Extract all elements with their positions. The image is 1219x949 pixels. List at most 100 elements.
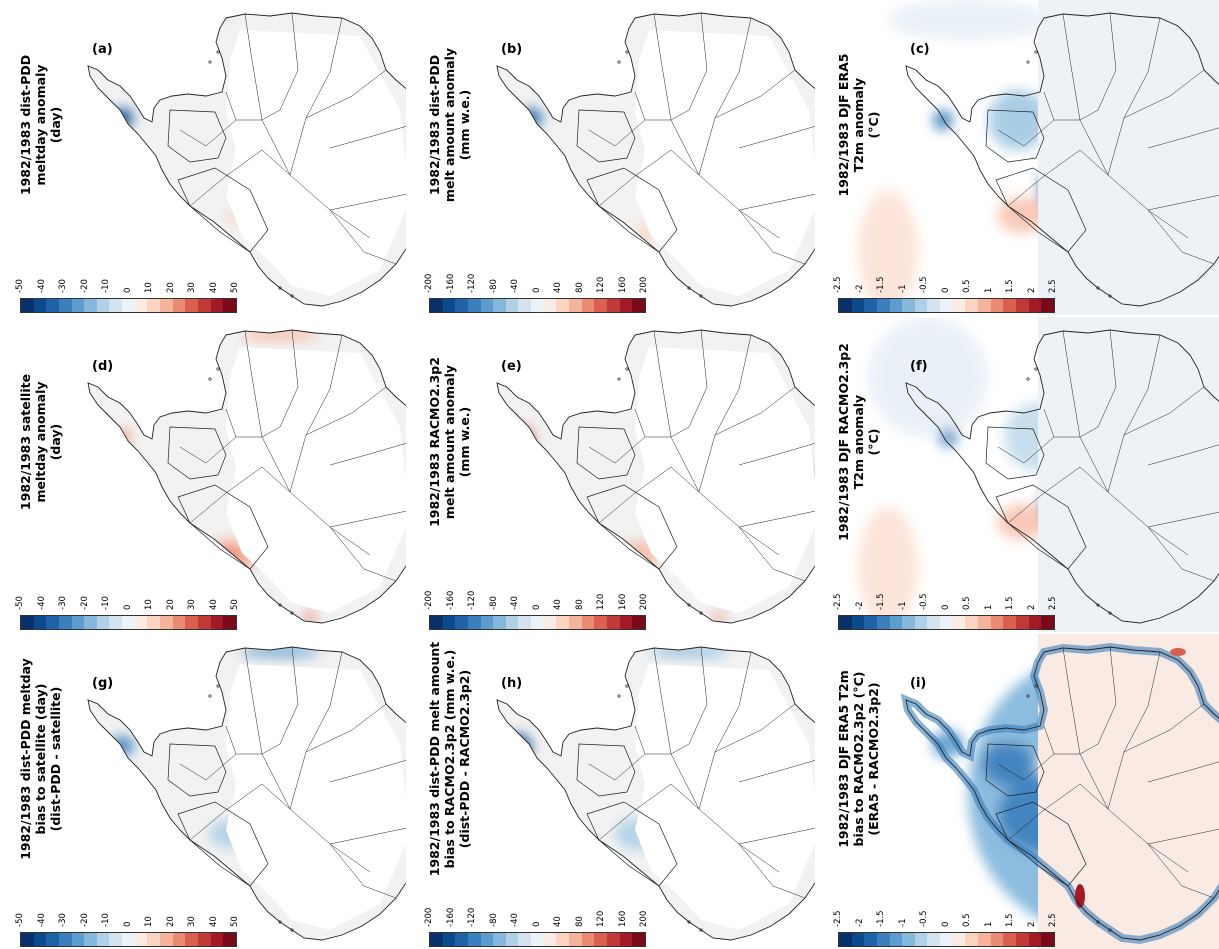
panel-ylabel: 1982/1983 dist-PDD meltday bias to satell… [10, 614, 70, 904]
colorbar-tick-label: 30 [187, 282, 197, 293]
colorbar-tick-label: -80 [488, 279, 499, 293]
map-panel-a: 1982/1983 dist-PDD meltday anomaly (day) (a… [0, 0, 406, 315]
ylabel-line: T2m anomaly [850, 77, 866, 173]
colorbar-tick-label: 30 [187, 916, 197, 927]
ylabel-line: (°C) [865, 428, 881, 456]
colorbar-tick-label: -1.5 [876, 593, 886, 610]
colorbar-tick-label: -40 [36, 913, 47, 927]
ylabel-line: 1982/1983 DJF ERA5 T2m [835, 670, 851, 848]
ylabel-line: (mm w.e.) [456, 89, 472, 161]
colorbar-tick-label: 2.5 [1048, 596, 1058, 610]
colorbar-tick-label: -80 [488, 596, 499, 610]
colorbar-tick-label: -200 [424, 907, 434, 927]
colorbar-tick-label: 0.5 [962, 279, 972, 293]
ylabel-line: 1982/1983 dist-PDD melt amount [426, 641, 442, 877]
colorbar-tick-label: 1 [983, 921, 994, 927]
colorbar-tick-label: -50 [15, 913, 25, 927]
colorbar [429, 298, 646, 313]
ylabel-line: (dist-PDD - RACMO2.3p2) [456, 669, 472, 849]
colorbar-tick-label: 160 [617, 910, 628, 927]
colorbar-tick-label: 50 [230, 916, 240, 927]
colorbar-tick-label: 40 [553, 282, 563, 293]
colorbar-tick-label: -20 [79, 913, 90, 927]
panel-ylabel: 1982/1983 dist-PDD melt amount anomaly (mm… [419, 0, 479, 270]
colorbar-tick-label: -40 [36, 596, 47, 610]
antarctica-map [858, 0, 1219, 315]
map-panel-h: 1982/1983 dist-PDD melt amount bias to RA… [409, 634, 815, 949]
panel-letter: (c) [910, 42, 930, 57]
colorbar [429, 615, 646, 630]
colorbar-tick-label: 0 [940, 921, 951, 927]
colorbar-tick-label: 160 [617, 593, 628, 610]
colorbar-tick-label: -0.5 [919, 910, 929, 927]
ylabel-line: meltday anomaly [32, 381, 48, 503]
colorbar-tick-label: 10 [144, 282, 154, 293]
colorbar-tick-label: 0.5 [962, 596, 972, 610]
colorbar-tick-label: 50 [230, 282, 240, 293]
panel-ylabel: 1982/1983 DJF RACMO2.3p2 T2m anomaly (°C) [828, 297, 888, 587]
colorbar-tick-label: -10 [101, 279, 111, 293]
colorbar-tick-label: -80 [488, 913, 499, 927]
antarctica-map [496, 329, 815, 624]
colorbar [838, 298, 1055, 313]
colorbar-tick-label: 30 [187, 599, 197, 610]
colorbar-tick-label: -40 [510, 913, 520, 927]
colorbar-tick-label: 120 [596, 276, 606, 293]
map-panel-f: 1982/1983 DJF RACMO2.3p2 T2m anomaly (°C) (… [818, 317, 1219, 632]
ylabel-line: 1982/1983 satellite [17, 373, 33, 511]
panel-ylabel: 1982/1983 satellite meltday anomaly (day) [10, 297, 70, 587]
colorbar-tick-label: -160 [445, 907, 456, 927]
ylabel-line: (mm w.e.) [456, 406, 472, 478]
antarctica-map [858, 317, 1219, 632]
colorbar-tick-label: -20 [79, 596, 90, 610]
colorbar-tick-label: 200 [639, 593, 649, 610]
ylabel-line: 1982/1983 dist-PDD [426, 54, 442, 196]
colorbar-tick-label: 0 [531, 604, 542, 610]
colorbar-tick-label: -10 [101, 596, 111, 610]
colorbar-tick-label: -40 [510, 279, 520, 293]
panel-ylabel: 1982/1983 dist-PDD melt amount bias to RA… [419, 614, 479, 904]
ylabel-line: (dist-PDD - satellite) [47, 686, 63, 832]
colorbar-tick-label: 20 [165, 916, 176, 927]
map-panel-c: 1982/1983 DJF ERA5 T2m anomaly (°C) (c) -2.5… [818, 0, 1219, 315]
ylabel-line: 1982/1983 DJF RACMO2.3p2 [835, 343, 851, 541]
colorbar-tick-label: -50 [15, 596, 25, 610]
colorbar-tick-label: 2 [1026, 287, 1037, 293]
colorbar-tick-label: 80 [574, 916, 585, 927]
ylabel-line: 1982/1983 DJF ERA5 [835, 53, 851, 197]
colorbar-tick-label: -160 [445, 590, 456, 610]
colorbar-tick-label: 40 [208, 282, 219, 293]
colorbar-tick-label: -120 [467, 590, 477, 610]
ylabel-line: melt amount anomaly [441, 47, 457, 203]
colorbar-tick-label: 0 [122, 604, 133, 610]
ylabel-line: (day) [47, 106, 63, 144]
colorbar-tick-label: 0 [122, 921, 133, 927]
colorbar-tick-label: 200 [639, 276, 649, 293]
panel-letter: (i) [910, 676, 927, 691]
map-panel-d: 1982/1983 satellite meltday anomaly (day) (… [0, 317, 406, 632]
colorbar-tick-label: -30 [58, 596, 68, 610]
colorbar-tick-label: 0 [940, 604, 951, 610]
colorbar-tick-label: 10 [144, 599, 154, 610]
colorbar-tick-label: -30 [58, 279, 68, 293]
ylabel-line: 1982/1983 RACMO2.3p2 [426, 357, 442, 527]
colorbar [838, 932, 1055, 947]
colorbar-tick-label: 0 [531, 287, 542, 293]
colorbar-tick-label: -200 [424, 590, 434, 610]
colorbar-tick-label: 160 [617, 276, 628, 293]
colorbar-tick-label: 80 [574, 599, 585, 610]
colorbar-tick-label: -10 [101, 913, 111, 927]
colorbar-tick-label: -1 [897, 601, 908, 610]
colorbar-tick-label: 50 [230, 599, 240, 610]
panel-ylabel: 1982/1983 dist-PDD meltday anomaly (day) [10, 0, 70, 270]
ylabel-line: meltday anomaly [32, 64, 48, 186]
colorbar-tick-label: 40 [553, 916, 563, 927]
antarctica-map [496, 646, 815, 941]
colorbar-tick-label: -50 [15, 279, 25, 293]
panel-ylabel: 1982/1983 DJF ERA5 T2m anomaly (°C) [828, 0, 888, 270]
colorbar-tick-label: -40 [36, 279, 47, 293]
ylabel-line: bias to RACMO2.3p2 (°C) [850, 671, 866, 847]
colorbar-tick-label: -2 [854, 918, 865, 927]
panel-letter: (h) [501, 676, 523, 691]
colorbar-tick-label: -0.5 [919, 276, 929, 293]
